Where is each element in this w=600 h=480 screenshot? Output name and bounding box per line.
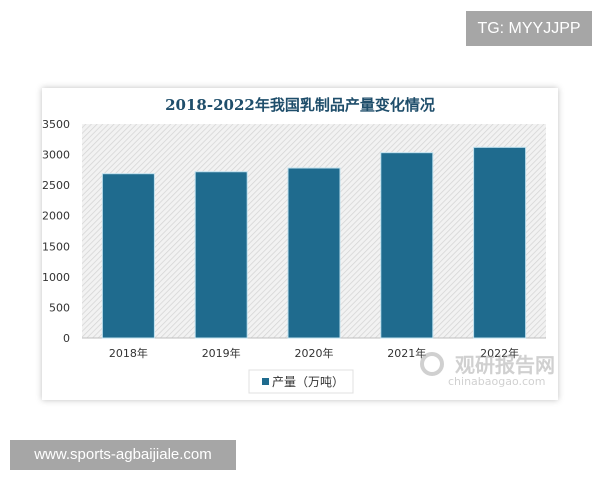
y-tick-label: 2500 — [42, 179, 70, 192]
x-tick-label: 2022年 — [480, 346, 519, 360]
x-tick-label: 2021年 — [387, 346, 426, 360]
x-tick-label: 2019年 — [202, 346, 241, 360]
watermark-en: chinabaogao.com — [448, 375, 546, 388]
y-tick-label: 3000 — [42, 149, 70, 162]
bar-2018年 — [101, 173, 155, 339]
legend-label: 产量（万吨） — [272, 375, 344, 389]
watermark-logo: 观研报告网 chinabaogao.com — [420, 352, 555, 388]
chart-title: 2018-2022年我国乳制品产量变化情况 — [165, 96, 435, 114]
watermark-cn: 观研报告网 — [455, 353, 555, 377]
y-tick-label: 3500 — [42, 118, 70, 131]
x-tick-label: 2018年 — [109, 346, 148, 360]
bar-2019年 — [194, 171, 248, 339]
y-tick-label: 1500 — [42, 240, 70, 253]
y-tick-label: 1000 — [42, 271, 70, 284]
x-tick-label: 2020年 — [295, 346, 334, 360]
tg-watermark: TG: MYYJJPP — [466, 11, 592, 46]
y-tick-label: 500 — [49, 301, 70, 314]
bar-2021年 — [380, 152, 434, 339]
legend: 产量（万吨） — [248, 369, 354, 394]
legend-swatch — [262, 378, 269, 385]
y-tick-label: 0 — [63, 332, 70, 345]
bar-2020年 — [287, 167, 341, 339]
y-tick-label: 2000 — [42, 210, 70, 223]
bar-2022年 — [473, 146, 527, 339]
site-watermark: www.sports-agbaijiale.com — [10, 440, 236, 470]
